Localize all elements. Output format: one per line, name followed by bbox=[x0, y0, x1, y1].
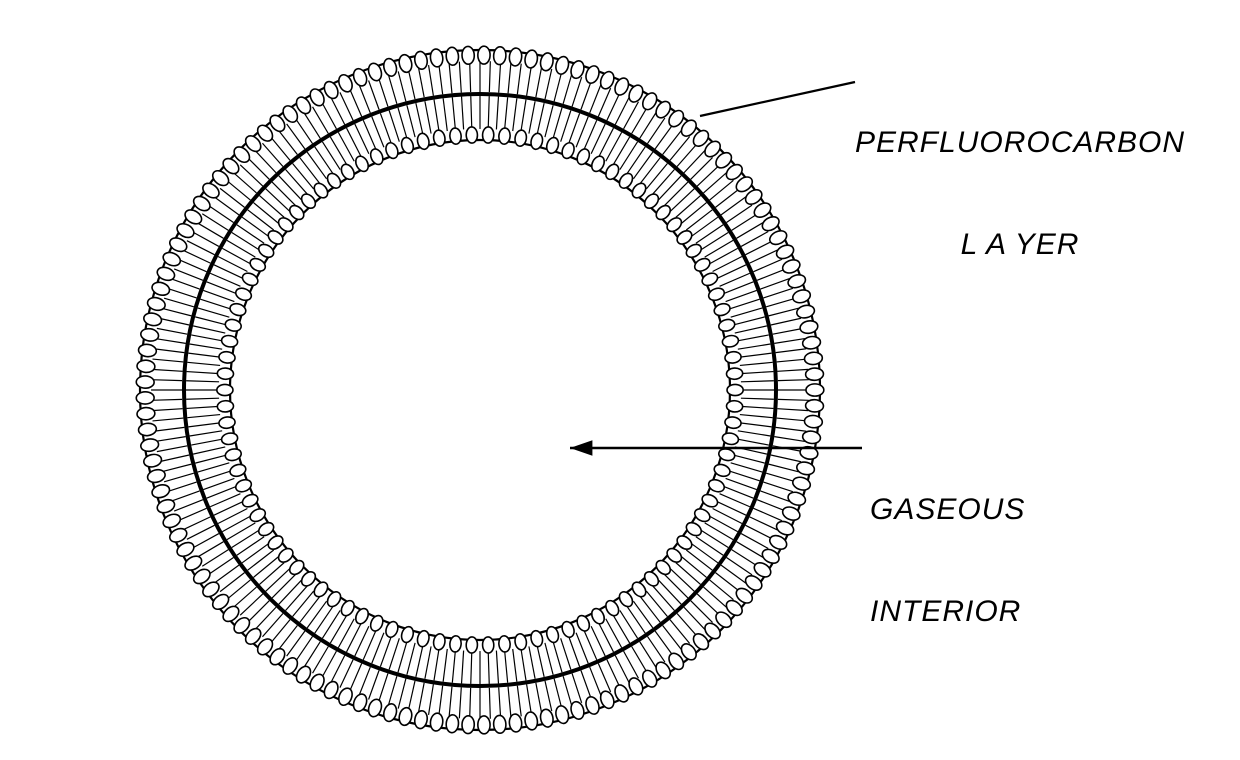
label-perfluorocarbon-layer: PERFLUOROCARBON L A YER bbox=[855, 58, 1185, 330]
label-gaseous-interior: GASEOUS INTERIOR bbox=[870, 425, 1025, 697]
label-interior-line1: GASEOUS bbox=[870, 493, 1025, 527]
diagram-container: PERFLUOROCARBON L A YER GASEOUS INTERIOR bbox=[0, 0, 1240, 760]
label-layer-line1: PERFLUOROCARBON bbox=[855, 126, 1185, 160]
label-layer-line2: L A YER bbox=[855, 228, 1185, 262]
label-interior-line2: INTERIOR bbox=[870, 595, 1025, 629]
